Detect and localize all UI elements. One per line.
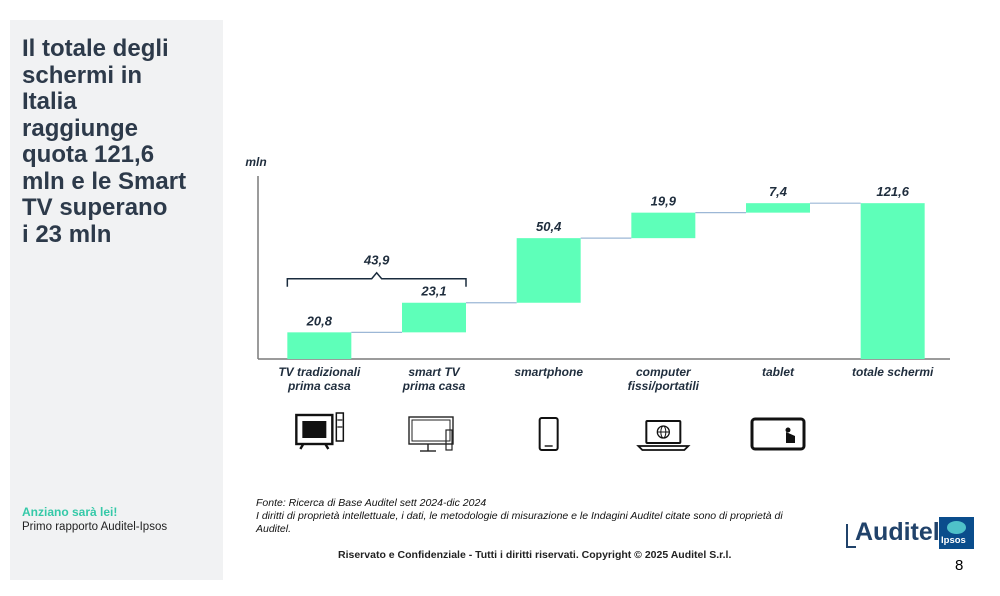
bar — [631, 212, 696, 239]
tick-label: fissi/portatili — [628, 379, 700, 393]
smart-tv-icon — [408, 416, 454, 452]
bar — [746, 203, 810, 213]
page-number: 8 — [955, 557, 964, 574]
ipsos-logo-mark — [947, 521, 966, 534]
bar — [287, 332, 352, 359]
bar — [860, 203, 925, 359]
ipsos-logo-text: Ipsos — [941, 535, 966, 546]
report-tagline: Anziano sarà lei! — [22, 505, 118, 519]
data-label: 7,4 — [769, 184, 788, 199]
source-line: Fonte: Ricerca di Base Auditel sett 2024… — [256, 497, 487, 509]
auditel-logo: Auditel — [846, 518, 940, 548]
tick-label: TV tradizionali — [278, 365, 361, 379]
tablet-touch-icon — [750, 417, 806, 451]
bracket — [286, 271, 467, 287]
page-title: Il totale degli schermi in Italia raggiu… — [22, 35, 187, 248]
report-subtitle: Primo rapporto Auditel-Ipsos — [22, 521, 168, 533]
bar — [402, 302, 466, 333]
tick-label: prima casa — [402, 379, 466, 393]
tick-label: smart TV — [408, 365, 460, 379]
data-label: 23,1 — [420, 284, 446, 299]
tick-label: prima casa — [287, 379, 351, 393]
auditel-logo-mark — [846, 524, 856, 548]
y-axis-label: mln — [245, 155, 266, 169]
footer-copyright: Riservato e Confidenziale - Tutti i diri… — [338, 549, 732, 561]
tick-label: smartphone — [514, 365, 583, 379]
data-label: 121,6 — [876, 184, 909, 199]
laptop-globe-icon — [636, 420, 691, 451]
data-label: 20,8 — [306, 313, 333, 328]
bracket-label: 43,9 — [363, 253, 390, 268]
tick-label: computer — [636, 365, 692, 379]
tick-label: totale schermi — [852, 365, 934, 379]
crt-tv-remote-icon — [295, 412, 345, 450]
smartphone-icon — [538, 417, 559, 451]
ipsos-logo: Ipsos — [939, 517, 974, 549]
rights-line: I diritti di proprietà intellettuale, i … — [256, 510, 783, 535]
tick-label: tablet — [762, 365, 795, 379]
source-note: Fonte: Ricerca di Base Auditel sett 2024… — [256, 497, 816, 536]
data-label: 19,9 — [651, 194, 677, 209]
data-label: 50,4 — [536, 219, 562, 234]
sidebar-panel — [10, 20, 223, 580]
auditel-logo-text: Auditel — [855, 518, 940, 546]
bar — [516, 238, 581, 303]
